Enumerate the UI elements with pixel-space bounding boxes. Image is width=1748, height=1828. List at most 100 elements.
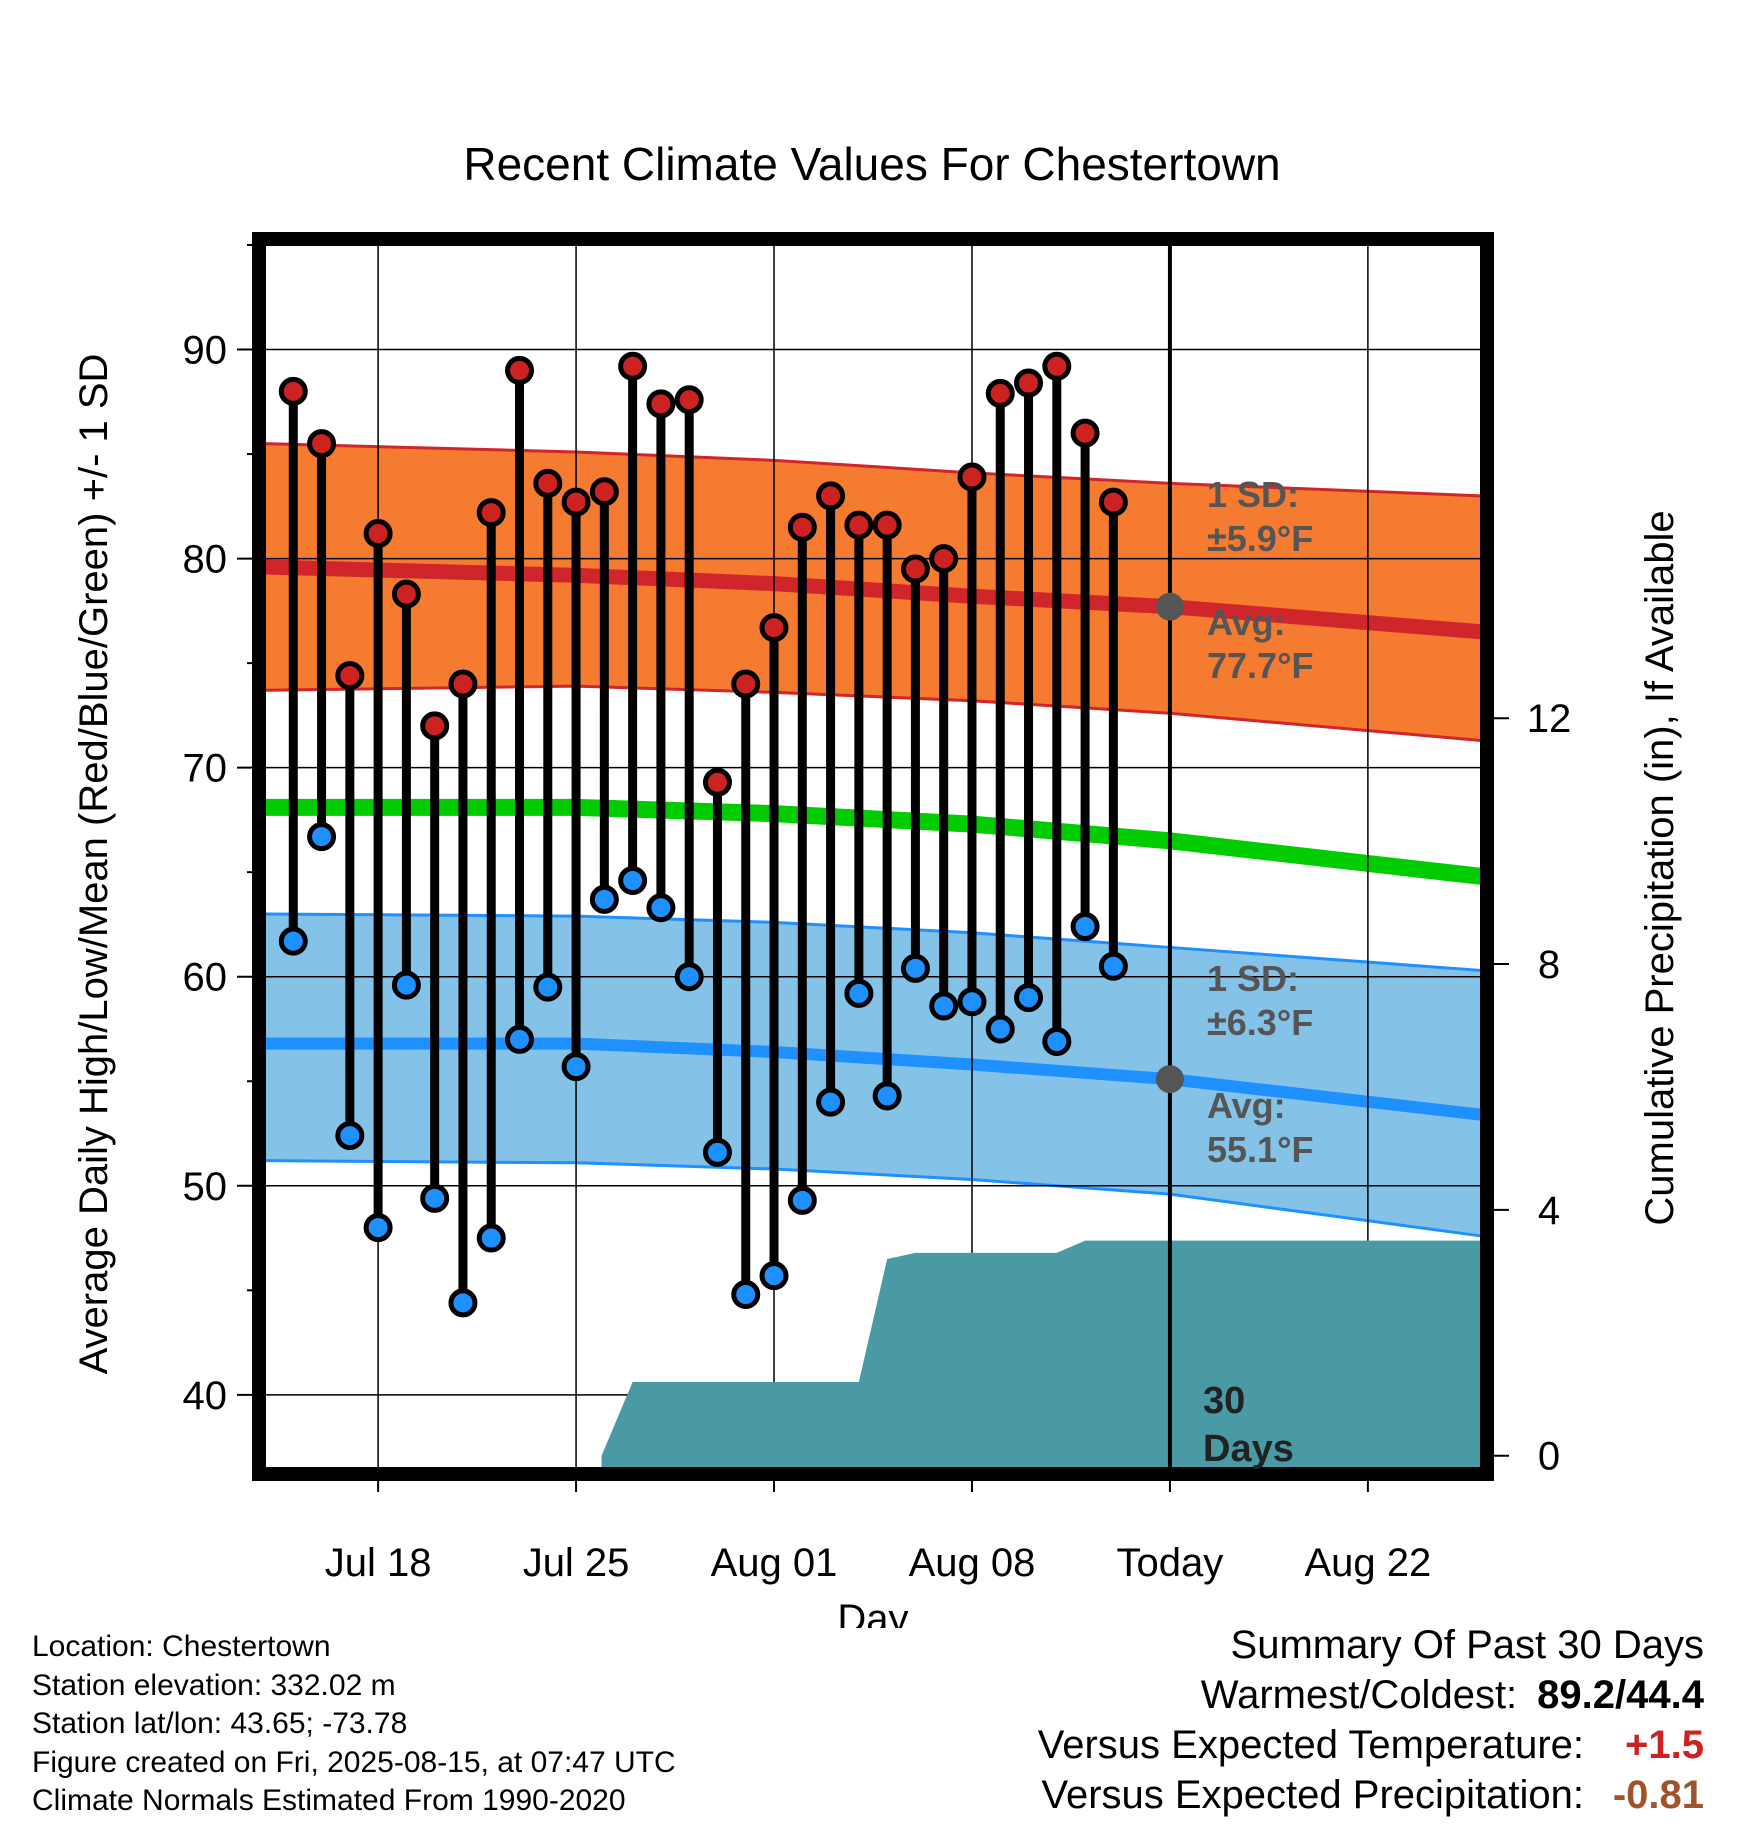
- high-point-2025-08-07: [929, 544, 959, 574]
- precip-label: Versus Expected Precipitation:: [1041, 1773, 1584, 1817]
- low-point-2025-07-21: [448, 1288, 478, 1318]
- low-point-2025-08-13: [1098, 951, 1128, 981]
- low-point-2025-07-19: [391, 970, 421, 1000]
- low-point-2025-08-06: [900, 953, 930, 983]
- low-point-2025-07-25: [561, 1052, 591, 1082]
- station-info: Location: Chestertown Station elevation:…: [32, 1628, 676, 1821]
- low-avg-label: Avg:: [1207, 1085, 1286, 1126]
- high-point-2025-08-10: [1014, 368, 1044, 398]
- high-point-2025-07-18: [363, 519, 393, 549]
- x-tick-label-0: Jul 18: [325, 1541, 432, 1585]
- high-avg-label: Avg:: [1207, 602, 1286, 643]
- high-point-2025-07-27: [618, 351, 648, 381]
- low-point-2025-07-24: [533, 972, 563, 1002]
- precip-area: [601, 1240, 1481, 1468]
- precip-value: -0.81: [1612, 1773, 1704, 1817]
- high-point-2025-07-29: [674, 385, 704, 415]
- y2-tick-label-4: 4: [1538, 1189, 1560, 1233]
- high-point-2025-07-20: [420, 711, 450, 741]
- low-point-2025-07-23: [505, 1024, 535, 1054]
- low-point-2025-08-04: [844, 978, 874, 1008]
- low-point-2025-08-01: [759, 1261, 789, 1291]
- plot-frame: [252, 232, 1494, 1481]
- low-point-2025-08-03: [816, 1087, 846, 1117]
- y-tick-label-70: 70: [183, 747, 228, 791]
- today-high-avg-marker: [1155, 592, 1184, 621]
- high-point-2025-08-08: [957, 462, 987, 492]
- y2-axis-label: Cumulative Precipitation (in), If Availa…: [1638, 510, 1682, 1225]
- y-tick-label-80: 80: [183, 538, 228, 582]
- low-avg-value: 55.1°F: [1207, 1129, 1313, 1170]
- low-point-2025-07-18: [363, 1213, 393, 1243]
- x-tick-label-5: Aug 22: [1304, 1541, 1431, 1585]
- high-point-2025-08-11: [1042, 351, 1072, 381]
- location-text: Location: Chestertown: [32, 1630, 331, 1663]
- warm-cold-label: Warmest/Coldest:: [1200, 1673, 1518, 1717]
- low-point-2025-08-07: [929, 991, 959, 1021]
- summary-panel: Summary Of Past 30 Days Warmest/Coldest:…: [1038, 1620, 1704, 1820]
- high-point-2025-08-12: [1070, 418, 1100, 448]
- high-point-2025-07-23: [505, 355, 535, 385]
- summary-precip-row: Versus Expected Precipitation: -0.81: [1038, 1770, 1704, 1820]
- high-point-2025-07-24: [533, 468, 563, 498]
- x-tick-label-3: Aug 08: [909, 1541, 1036, 1585]
- summary-temp-row: Versus Expected Temperature: +1.5: [1038, 1720, 1704, 1770]
- high-point-2025-07-19: [391, 579, 421, 609]
- low-point-2025-07-27: [618, 866, 648, 896]
- high-point-2025-07-17: [335, 661, 365, 691]
- low-point-2025-08-09: [985, 1014, 1015, 1044]
- low-point-2025-07-20: [420, 1183, 450, 1213]
- y-tick-label-60: 60: [183, 956, 228, 1000]
- low-point-2025-07-26: [589, 884, 619, 914]
- elevation-text: Station elevation: 332.02 m: [32, 1668, 396, 1702]
- low-sd-lower-line: [264, 1159, 1482, 1238]
- warm-cold-value: 89.2/44.4: [1537, 1673, 1704, 1717]
- high-point-2025-07-28: [646, 389, 676, 419]
- high-sd-upper-line: [264, 442, 1482, 498]
- x-axis-label: Day: [837, 1597, 908, 1628]
- low-point-2025-07-31: [731, 1279, 761, 1309]
- low-sd-upper-line: [264, 912, 1482, 972]
- high-avg-value: 77.7°F: [1207, 645, 1313, 686]
- chart-title: Recent Climate Values For Chestertown: [463, 138, 1280, 190]
- y2-tick-label-12: 12: [1527, 697, 1572, 741]
- high-point-2025-07-31: [731, 669, 761, 699]
- low-sd-label: 1 SD:: [1207, 958, 1299, 999]
- x-tick-label-1: Jul 25: [523, 1541, 630, 1585]
- latlon-text: Station lat/lon: 43.65; -73.78: [32, 1707, 408, 1740]
- high-sd-lower-line: [264, 684, 1482, 742]
- low-sd-band: [265, 913, 1481, 1236]
- low-sd-value: ±6.3°F: [1207, 1002, 1313, 1043]
- high-point-2025-08-06: [900, 554, 930, 584]
- low-point-2025-08-12: [1070, 912, 1100, 942]
- low-point-2025-07-15: [278, 926, 308, 956]
- high-point-2025-07-22: [476, 498, 506, 528]
- low-point-2025-07-29: [674, 962, 704, 992]
- low-point-2025-07-17: [335, 1121, 365, 1151]
- low-point-2025-08-08: [957, 987, 987, 1017]
- low-point-2025-08-05: [872, 1081, 902, 1111]
- temp-value: +1.5: [1625, 1723, 1704, 1767]
- y2-tick-label-8: 8: [1538, 943, 1560, 987]
- low-point-2025-07-28: [646, 893, 676, 923]
- summary-warm-cold-row: Warmest/Coldest: 89.2/44.4: [1038, 1670, 1704, 1720]
- high-point-2025-07-15: [278, 376, 308, 406]
- high-point-2025-08-01: [759, 613, 789, 643]
- created-text: Figure created on Fri, 2025-08-15, at 07…: [32, 1745, 676, 1779]
- y-tick-label-40: 40: [183, 1374, 228, 1418]
- normals-text: Climate Normals Estimated From 1990-2020: [32, 1784, 626, 1817]
- high-point-2025-07-21: [448, 669, 478, 699]
- today-days-label-1: Days: [1203, 1428, 1294, 1470]
- low-point-2025-07-30: [702, 1137, 732, 1167]
- x-tick-label-4: Today: [1117, 1541, 1224, 1585]
- y-tick-label-50: 50: [183, 1165, 228, 1209]
- y-axis-label: Average Daily High/Low/Mean (Red/Blue/Gr…: [72, 354, 116, 1375]
- high-point-2025-08-03: [816, 481, 846, 511]
- today-low-avg-marker: [1155, 1065, 1184, 1094]
- high-point-2025-07-25: [561, 487, 591, 517]
- high-point-2025-07-30: [702, 767, 732, 797]
- high-avg-line: [264, 559, 1482, 640]
- high-sd-label: 1 SD:: [1207, 474, 1299, 515]
- high-point-2025-07-26: [589, 477, 619, 507]
- high-point-2025-08-13: [1098, 487, 1128, 517]
